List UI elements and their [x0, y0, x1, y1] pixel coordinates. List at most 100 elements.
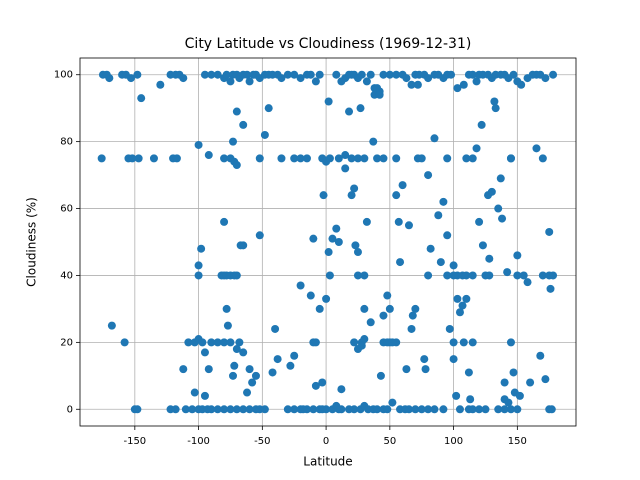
point [200, 391, 209, 400]
point [318, 378, 327, 387]
x-tick-label: -50 [254, 436, 270, 447]
point [107, 321, 116, 330]
point [351, 241, 360, 250]
point [475, 217, 484, 226]
point [360, 335, 369, 344]
point [277, 74, 286, 83]
point [232, 107, 241, 116]
point [369, 137, 378, 146]
point [417, 405, 426, 414]
point [306, 291, 315, 300]
point [549, 271, 558, 280]
point [350, 405, 359, 414]
point [194, 140, 203, 149]
point [235, 338, 244, 347]
point [430, 134, 439, 143]
point [319, 191, 328, 200]
grid [80, 58, 576, 426]
point [290, 351, 299, 360]
point [398, 181, 407, 190]
point [220, 217, 229, 226]
point [373, 405, 382, 414]
point [388, 338, 397, 347]
point [311, 77, 320, 86]
point [453, 294, 462, 303]
x-tick-label: -150 [123, 436, 146, 447]
point [337, 385, 346, 394]
point [424, 74, 433, 83]
point [243, 70, 252, 79]
point [485, 254, 494, 263]
point [513, 251, 522, 260]
point [472, 77, 481, 86]
point [347, 154, 356, 163]
point [449, 338, 458, 347]
point [213, 338, 222, 347]
point [290, 154, 299, 163]
point [318, 405, 327, 414]
point [105, 74, 114, 83]
point [439, 197, 448, 206]
point [500, 378, 509, 387]
point [222, 304, 231, 313]
point [200, 348, 209, 357]
point [188, 405, 197, 414]
point [494, 405, 503, 414]
point [245, 405, 254, 414]
point [373, 154, 382, 163]
point [506, 154, 515, 163]
point [134, 154, 143, 163]
point [127, 74, 136, 83]
point [379, 311, 388, 320]
point [443, 154, 452, 163]
point [248, 378, 257, 387]
point [345, 107, 354, 116]
point [255, 154, 264, 163]
point [468, 338, 477, 347]
point [445, 324, 454, 333]
chart-title: City Latitude vs Cloudiness (1969-12-31) [185, 36, 472, 52]
point [137, 94, 146, 103]
point [430, 405, 439, 414]
y-tick-label: 60 [60, 204, 73, 215]
point [360, 154, 369, 163]
point [197, 244, 206, 253]
point [439, 405, 448, 414]
point [290, 405, 299, 414]
y-tick-label: 100 [54, 70, 73, 81]
x-axis-label: Latitude [303, 455, 352, 469]
point [200, 70, 209, 79]
x-tick-label: 150 [508, 436, 527, 447]
point [394, 217, 403, 226]
point [311, 338, 320, 347]
point [362, 217, 371, 226]
point [97, 154, 106, 163]
point [426, 244, 435, 253]
point [407, 324, 416, 333]
point [311, 381, 320, 390]
point [385, 304, 394, 313]
point [424, 271, 433, 280]
point [462, 271, 471, 280]
point [375, 90, 384, 99]
point [207, 405, 216, 414]
point [232, 161, 241, 170]
point [353, 271, 362, 280]
point [455, 308, 464, 317]
point [468, 70, 477, 79]
point [133, 70, 142, 79]
point [526, 378, 535, 387]
x-tick-label: 0 [323, 436, 329, 447]
point [546, 284, 555, 293]
point [226, 77, 235, 86]
point [509, 368, 518, 377]
point [239, 405, 248, 414]
point [396, 258, 405, 267]
point [443, 271, 452, 280]
point [424, 171, 433, 180]
point [468, 271, 477, 280]
point [452, 391, 461, 400]
point [468, 405, 477, 414]
axes-frame [79, 57, 577, 427]
